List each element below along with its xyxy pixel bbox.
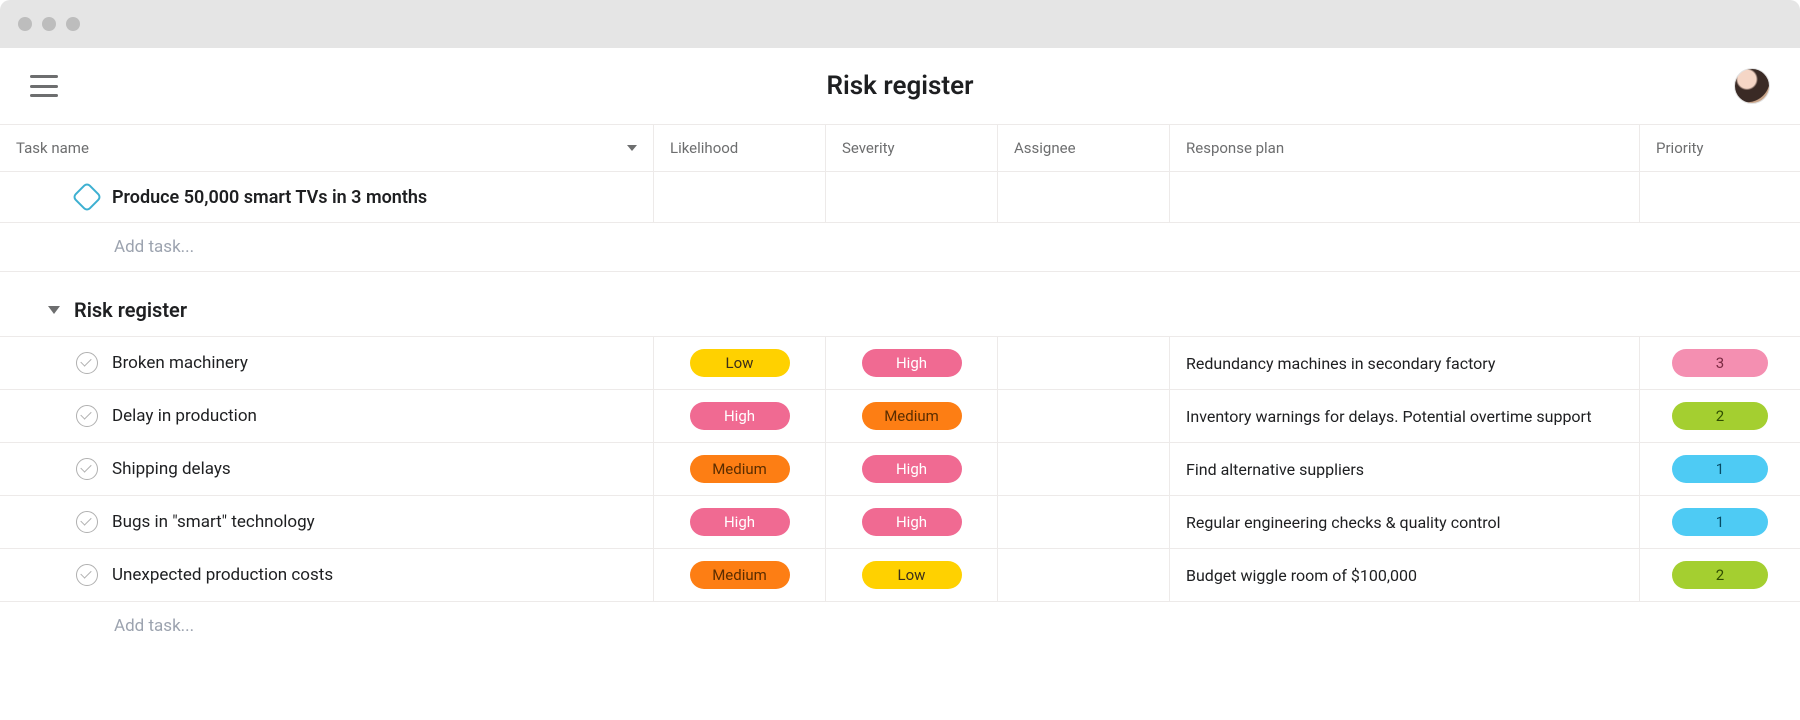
severity-cell: Low xyxy=(826,549,998,601)
goal-diamond-icon xyxy=(76,186,98,208)
task-name-label: Broken machinery xyxy=(112,353,248,373)
priority-pill[interactable]: 1 xyxy=(1672,508,1768,536)
column-header-label: Likelihood xyxy=(670,139,738,157)
check-circle-icon[interactable] xyxy=(76,352,98,374)
window-dot-minimize[interactable] xyxy=(42,17,56,31)
hamburger-menu-icon[interactable] xyxy=(30,75,58,97)
window-chrome xyxy=(0,0,1800,48)
task-name-cell: Bugs in "smart" technology xyxy=(0,496,654,548)
priority-pill[interactable]: 2 xyxy=(1672,561,1768,589)
section-title: Risk register xyxy=(74,298,187,322)
priority-cell: 3 xyxy=(1640,337,1800,389)
table-row[interactable]: Delay in production High Medium Inventory w… xyxy=(0,390,1800,443)
likelihood-pill[interactable]: Medium xyxy=(690,455,790,483)
severity-pill[interactable]: Medium xyxy=(862,402,962,430)
likelihood-pill[interactable]: Low xyxy=(690,349,790,377)
task-name-cell: Delay in production xyxy=(0,390,654,442)
severity-pill[interactable]: High xyxy=(862,508,962,536)
assignee-cell[interactable] xyxy=(998,443,1170,495)
likelihood-cell: Medium xyxy=(654,443,826,495)
column-header-priority[interactable]: Priority xyxy=(1640,125,1800,171)
column-header-label: Priority xyxy=(1656,139,1703,157)
task-name-label: Delay in production xyxy=(112,406,257,426)
severity-cell: High xyxy=(826,337,998,389)
column-header-likelihood[interactable]: Likelihood xyxy=(654,125,826,171)
task-name-cell: Unexpected production costs xyxy=(0,549,654,601)
priority-pill[interactable]: 1 xyxy=(1672,455,1768,483)
severity-cell: High xyxy=(826,443,998,495)
likelihood-pill[interactable]: Medium xyxy=(690,561,790,589)
priority-cell: 2 xyxy=(1640,390,1800,442)
column-header-task-name[interactable]: Task name xyxy=(0,125,654,171)
table-row[interactable]: Bugs in "smart" technology High High Regula… xyxy=(0,496,1800,549)
task-name-cell: Broken machinery xyxy=(0,337,654,389)
response-plan-cell: Budget wiggle room of $100,000 xyxy=(1170,549,1640,601)
likelihood-pill[interactable]: High xyxy=(690,508,790,536)
risk-table: Task name Likelihood Severity Assignee R… xyxy=(0,124,1800,650)
column-header-severity[interactable]: Severity xyxy=(826,125,998,171)
column-header-label: Task name xyxy=(16,139,89,157)
priority-cell: 2 xyxy=(1640,549,1800,601)
response-plan-cell: Redundancy machines in secondary factory xyxy=(1170,337,1640,389)
check-circle-icon[interactable] xyxy=(76,564,98,586)
severity-cell: High xyxy=(826,496,998,548)
column-header-response-plan[interactable]: Response plan xyxy=(1170,125,1640,171)
likelihood-cell: High xyxy=(654,496,826,548)
likelihood-cell: Medium xyxy=(654,549,826,601)
goal-cell: Produce 50,000 smart TVs in 3 months xyxy=(0,172,654,222)
response-plan-text: Regular engineering checks & quality con… xyxy=(1186,513,1501,532)
priority-pill[interactable]: 3 xyxy=(1672,349,1768,377)
window-dot-close[interactable] xyxy=(18,17,32,31)
task-name-label: Shipping delays xyxy=(112,459,231,479)
assignee-cell[interactable] xyxy=(998,496,1170,548)
section-header: Risk register xyxy=(0,272,1800,337)
response-plan-text: Inventory warnings for delays. Potential… xyxy=(1186,407,1592,426)
likelihood-pill[interactable]: High xyxy=(690,402,790,430)
check-circle-icon[interactable] xyxy=(76,458,98,480)
column-header-label: Assignee xyxy=(1014,139,1076,157)
severity-cell: Medium xyxy=(826,390,998,442)
task-name-label: Bugs in "smart" technology xyxy=(112,512,315,532)
table-row[interactable]: Broken machinery Low High Redundancy machin… xyxy=(0,337,1800,390)
goal-label: Produce 50,000 smart TVs in 3 months xyxy=(112,187,427,208)
severity-pill[interactable]: Low xyxy=(862,561,962,589)
column-header-assignee[interactable]: Assignee xyxy=(998,125,1170,171)
likelihood-cell: High xyxy=(654,390,826,442)
task-name-label: Unexpected production costs xyxy=(112,565,333,585)
avatar[interactable] xyxy=(1734,68,1770,104)
table-row[interactable]: Shipping delays Medium High Find alternativ… xyxy=(0,443,1800,496)
table-row[interactable]: Unexpected production costs Medium Low Budg… xyxy=(0,549,1800,602)
priority-cell: 1 xyxy=(1640,496,1800,548)
window-dot-zoom[interactable] xyxy=(66,17,80,31)
response-plan-text: Redundancy machines in secondary factory xyxy=(1186,354,1495,373)
severity-pill[interactable]: High xyxy=(862,349,962,377)
section-collapse-caret-icon[interactable] xyxy=(48,306,60,314)
page-header: Risk register xyxy=(0,48,1800,124)
severity-pill[interactable]: High xyxy=(862,455,962,483)
response-plan-cell: Find alternative suppliers xyxy=(1170,443,1640,495)
goal-row[interactable]: Produce 50,000 smart TVs in 3 months xyxy=(0,172,1800,223)
check-circle-icon[interactable] xyxy=(76,405,98,427)
assignee-cell[interactable] xyxy=(998,337,1170,389)
response-plan-text: Budget wiggle room of $100,000 xyxy=(1186,566,1417,585)
add-task-button[interactable]: Add task... xyxy=(0,602,1800,650)
response-plan-cell: Inventory warnings for delays. Potential… xyxy=(1170,390,1640,442)
priority-pill[interactable]: 2 xyxy=(1672,402,1768,430)
response-plan-cell: Regular engineering checks & quality con… xyxy=(1170,496,1640,548)
add-task-row-bottom: Add task... xyxy=(0,602,1800,650)
column-header-label: Response plan xyxy=(1186,139,1284,157)
assignee-cell[interactable] xyxy=(998,549,1170,601)
table-header-row: Task name Likelihood Severity Assignee R… xyxy=(0,124,1800,172)
add-task-button[interactable]: Add task... xyxy=(0,223,1800,271)
chevron-down-icon[interactable] xyxy=(627,145,637,151)
add-task-row-top: Add task... xyxy=(0,223,1800,272)
likelihood-cell: Low xyxy=(654,337,826,389)
check-circle-icon[interactable] xyxy=(76,511,98,533)
priority-cell: 1 xyxy=(1640,443,1800,495)
task-name-cell: Shipping delays xyxy=(0,443,654,495)
column-header-label: Severity xyxy=(842,139,895,157)
response-plan-text: Find alternative suppliers xyxy=(1186,460,1364,479)
page-title: Risk register xyxy=(827,71,974,101)
assignee-cell[interactable] xyxy=(998,390,1170,442)
